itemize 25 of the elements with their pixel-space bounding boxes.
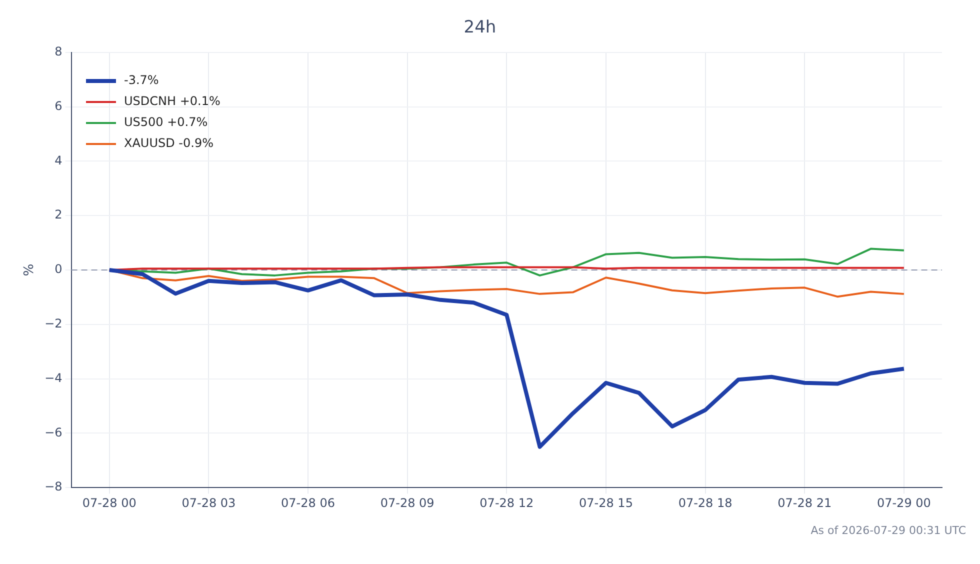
x-tick-label: 07-28 00 [82, 496, 136, 510]
legend-label: XAUUSD -0.9% [124, 135, 214, 152]
y-tick-label: 2 [54, 208, 62, 222]
x-tick-label: 07-28 18 [678, 496, 732, 510]
x-tick-label: 07-28 03 [182, 496, 236, 510]
y-tick-label: −8 [44, 480, 62, 494]
text: As of 2026-07-29 00:31 UTC [810, 524, 967, 537]
y-tick-label: 4 [54, 153, 62, 168]
chart-title: 24h [464, 18, 496, 38]
legend-label: USDCNH +0.1% [124, 93, 220, 110]
x-tick-label: 07-29 00 [876, 496, 931, 510]
legend-label: US500 +0.7% [124, 114, 208, 131]
y-tick-label: −4 [44, 370, 62, 385]
y-tick-label: 8 [54, 44, 62, 59]
y-tick-label: 0 [54, 262, 62, 276]
x-tick-label: 07-28 21 [778, 496, 832, 510]
x-tick-label: 07-28 12 [480, 496, 534, 510]
legend-label: -3.7% [124, 72, 159, 89]
y-axis-title: % [22, 264, 38, 276]
y-tick-label: −2 [44, 316, 62, 331]
y-tick-label: −6 [44, 425, 62, 440]
x-tick-label: 07-28 06 [281, 496, 335, 510]
x-tick-label: 07-28 15 [578, 496, 633, 510]
x-tick-label: 07-28 09 [380, 496, 434, 510]
y-tick-label: 6 [54, 98, 62, 113]
